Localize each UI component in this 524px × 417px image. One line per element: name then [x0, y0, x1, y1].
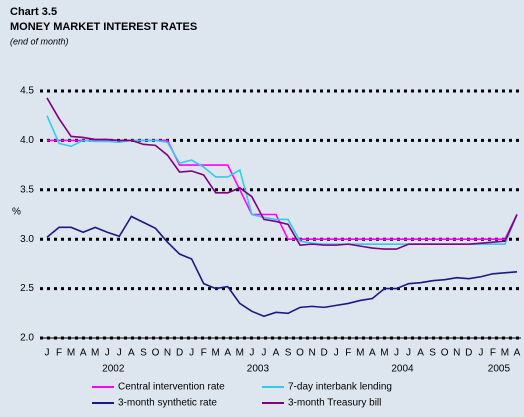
y-tick-label: 4.5	[20, 86, 34, 97]
x-tick-label: D	[465, 348, 472, 359]
x-tick-label: J	[394, 348, 399, 359]
y-tick-label: 3.5	[20, 184, 34, 195]
x-tick-label: D	[321, 348, 328, 359]
y-tick-label: 3.0	[20, 234, 34, 245]
x-tick-label: M	[236, 348, 244, 359]
y-tick-label: 4.0	[20, 135, 34, 146]
x-tick-label: A	[417, 348, 424, 359]
chart-title: Chart 3.5	[10, 6, 57, 18]
x-tick-label: O	[441, 348, 449, 359]
x-tick-label: M	[67, 348, 75, 359]
y-tick-label: 2.5	[20, 283, 34, 294]
x-tick-label: J	[45, 348, 50, 359]
x-tick-label: M	[356, 348, 364, 359]
legend-label: 3-month Treasury bill	[288, 398, 381, 409]
x-tick-label: A	[514, 348, 521, 359]
series-line	[46, 115, 518, 245]
x-tick-label: F	[56, 348, 62, 359]
x-tick-label: J	[406, 348, 411, 359]
x-tick-label: O	[296, 348, 304, 359]
x-tick-label: D	[176, 348, 183, 359]
x-tick-label: J	[261, 348, 266, 359]
x-tick-label: J	[105, 348, 110, 359]
year-label: 2004	[391, 364, 414, 375]
x-tick-label: N	[309, 348, 316, 359]
x-tick-label: J	[478, 348, 483, 359]
x-tick-label: M	[380, 348, 388, 359]
x-tick-label: S	[429, 348, 436, 359]
x-tick-label: F	[490, 348, 496, 359]
x-tick-label: J	[334, 348, 339, 359]
x-tick-label: A	[128, 348, 135, 359]
chart-note: (end of month)	[10, 36, 69, 46]
x-tick-label: J	[249, 348, 254, 359]
legend-label: 7-day interbank lending	[288, 382, 392, 393]
x-tick-label: N	[164, 348, 171, 359]
x-tick-label: F	[345, 348, 351, 359]
x-tick-label: S	[285, 348, 292, 359]
x-tick-label: N	[453, 348, 460, 359]
series-line	[46, 97, 518, 250]
x-tick-label: F	[201, 348, 207, 359]
x-tick-label: M	[212, 348, 220, 359]
year-label: 2002	[102, 364, 125, 375]
series-line	[46, 215, 518, 318]
year-label: 2003	[247, 364, 270, 375]
year-label: 2005	[488, 364, 511, 375]
legend-label: Central intervention rate	[118, 382, 225, 393]
x-tick-label: O	[152, 348, 160, 359]
y-axis-label: %	[12, 207, 21, 218]
y-tick-label: 2.0	[20, 333, 34, 344]
x-tick-label: A	[224, 348, 231, 359]
legend-label: 3-month synthetic rate	[118, 398, 217, 409]
x-tick-label: A	[369, 348, 376, 359]
x-tick-label: S	[140, 348, 147, 359]
x-tick-label: J	[117, 348, 122, 359]
x-tick-label: A	[80, 348, 87, 359]
chart-subtitle: MONEY MARKET INTEREST RATES	[10, 21, 197, 33]
x-tick-label: M	[91, 348, 99, 359]
x-tick-label: M	[501, 348, 509, 359]
x-tick-label: J	[189, 348, 194, 359]
x-tick-label: A	[273, 348, 280, 359]
